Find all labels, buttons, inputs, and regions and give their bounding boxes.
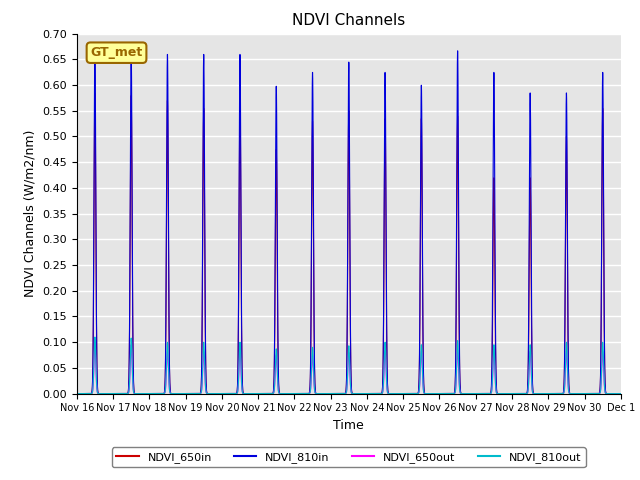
NDVI_650out <box>424 391 432 396</box>
NDVI_810out <box>73 391 81 396</box>
NDVI_650out <box>73 391 81 396</box>
Legend: NDVI_650in, NDVI_810in, NDVI_650out, NDVI_810out: NDVI_650in, NDVI_810in, NDVI_650out, NDV… <box>112 447 586 467</box>
NDVI_810out <box>424 391 432 396</box>
NDVI_810in <box>424 391 431 396</box>
NDVI_650in <box>472 391 479 396</box>
NDVI_650in <box>615 391 623 396</box>
NDVI_650in <box>189 391 197 396</box>
NDVI_810in <box>189 391 197 396</box>
NDVI_810in <box>91 44 99 49</box>
Line: NDVI_810out: NDVI_810out <box>77 337 621 394</box>
NDVI_650out <box>91 342 99 348</box>
NDVI_650in <box>501 391 509 396</box>
NDVI_650in <box>424 391 431 396</box>
NDVI_650in <box>184 391 191 396</box>
NDVI_810out <box>254 391 262 396</box>
NDVI_650out <box>617 391 625 396</box>
NDVI_650out <box>254 391 262 396</box>
NDVI_650in <box>617 391 625 396</box>
NDVI_810out <box>501 391 509 396</box>
NDVI_650out <box>276 391 284 396</box>
Title: NDVI Channels: NDVI Channels <box>292 13 405 28</box>
NDVI_650out <box>189 391 197 396</box>
NDVI_650in <box>73 391 81 396</box>
NDVI_810in <box>615 391 623 396</box>
NDVI_810in <box>501 391 509 396</box>
NDVI_810in <box>73 391 81 396</box>
Line: NDVI_650out: NDVI_650out <box>77 345 621 394</box>
Line: NDVI_810in: NDVI_810in <box>77 47 621 394</box>
NDVI_650out <box>501 391 509 396</box>
NDVI_650in <box>276 391 284 396</box>
NDVI_810out <box>617 391 625 396</box>
NDVI_650out <box>615 391 623 396</box>
NDVI_810in <box>276 391 284 396</box>
NDVI_650in <box>91 90 99 96</box>
NDVI_810out <box>276 391 284 396</box>
NDVI_810in <box>184 391 191 396</box>
X-axis label: Time: Time <box>333 419 364 432</box>
NDVI_810out <box>189 391 197 396</box>
Y-axis label: NDVI Channels (W/m2/nm): NDVI Channels (W/m2/nm) <box>24 130 36 297</box>
NDVI_810out <box>615 391 623 396</box>
NDVI_650out <box>184 391 191 396</box>
NDVI_810out <box>184 391 191 396</box>
NDVI_810in <box>617 391 625 396</box>
Line: NDVI_650in: NDVI_650in <box>77 93 621 394</box>
NDVI_810out <box>91 334 99 340</box>
NDVI_810in <box>508 391 516 396</box>
Text: GT_met: GT_met <box>90 46 143 59</box>
